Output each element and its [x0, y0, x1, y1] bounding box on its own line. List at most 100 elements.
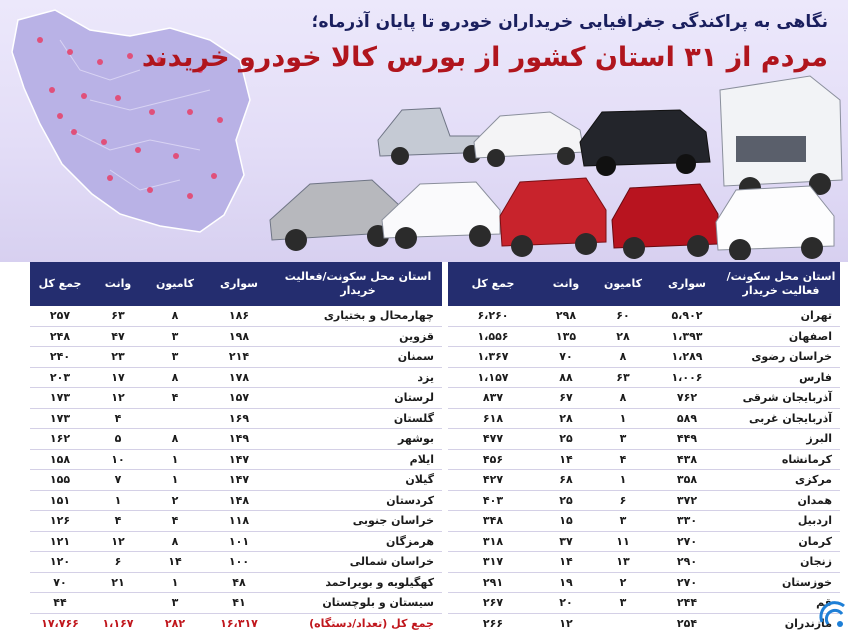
table-body: تهران ۵،۹۰۲ ۶۰ ۲۹۸ ۶،۲۶۰ اصفهان ۱،۳۹۳ ۲۸ ۱۳۵ ۱،۵۵…	[448, 306, 840, 632]
cell-van: ۱۲	[90, 387, 146, 409]
cell-province: خراسان رضوی	[722, 346, 840, 368]
cell-car: ۵۸۹	[652, 408, 722, 429]
cell-total: ۱،۵۵۶	[448, 326, 538, 347]
table-row: آذربایجان غربی ۵۸۹ ۱ ۲۸ ۶۱۸	[448, 408, 840, 429]
table-row: گیلان ۱۴۷ ۱ ۷ ۱۵۵	[30, 469, 442, 491]
cell-truck: ۸	[146, 531, 204, 552]
cell-truck: ۸	[594, 346, 652, 368]
cell-total: ۴۷۷	[448, 428, 538, 450]
cell-truck: ۴	[594, 449, 652, 470]
table-row: سیستان و بلوچستان ۴۱ ۳ ۴۴	[30, 592, 442, 614]
cell-car: ۳۷۲	[652, 490, 722, 511]
cell-van: ۴	[90, 408, 146, 429]
table-row: چهارمحال و بختیاری ۱۸۶ ۸ ۶۳ ۲۵۷	[30, 306, 442, 327]
table-row: خراسان جنوبی ۱۱۸ ۴ ۴ ۱۲۶	[30, 510, 442, 532]
cell-car: ۲۹۰	[652, 551, 722, 573]
cell-province: خراسان شمالی	[274, 551, 442, 573]
table-row: فارس ۱،۰۰۶ ۶۳ ۸۸ ۱،۱۵۷	[448, 367, 840, 388]
cell-van: ۱	[90, 490, 146, 511]
table-row: کرمان ۲۷۰ ۱۱ ۳۷ ۳۱۸	[448, 531, 840, 552]
total-row: جمع کل (تعداد/دستگاه) ۱۶،۳۱۷ ۲۸۲ ۱،۱۶۷ ۱۷،۷۶…	[30, 613, 442, 632]
cell-truck: ۴	[146, 387, 204, 409]
cell-total: ۴۲۷	[448, 469, 538, 491]
cell-van: ۷۰	[538, 346, 594, 368]
cell-van: ۱۹	[538, 572, 594, 593]
table-row: ایلام ۱۴۷ ۱ ۱۰ ۱۵۸	[30, 449, 442, 470]
table-header-row: استان محل سکونت/فعالیت خریدار سواری کامی…	[448, 262, 840, 306]
cell-car: ۲۷۰	[652, 531, 722, 552]
cell-van: ۶۷	[538, 387, 594, 409]
cell-province: زنجان	[722, 551, 840, 573]
semi-truck-icon	[719, 75, 843, 199]
cell-truck: ۳	[594, 428, 652, 450]
col-header-province: استان محل سکونت/فعالیت خریدار	[722, 262, 840, 306]
table-row: هرمزگان ۱۰۱ ۸ ۱۲ ۱۲۱	[30, 531, 442, 552]
cell-truck: ۲	[594, 572, 652, 593]
cell-province: کرمان	[722, 531, 840, 552]
cell-truck: ۶۳	[594, 367, 652, 388]
cell-car: ۴۳۸	[652, 449, 722, 470]
cell-province: فارس	[722, 367, 840, 388]
cell-car: ۳۳۰	[652, 510, 722, 532]
cell-van: ۲۵	[538, 490, 594, 511]
col-header-van: وانت	[538, 262, 594, 306]
cell-car: ۱۱۸	[204, 510, 274, 532]
col-header-truck: کامیون	[146, 262, 204, 306]
cell-truck: ۳	[594, 592, 652, 614]
suv-icon	[715, 185, 835, 260]
cell-car: ۲۴۴	[652, 592, 722, 614]
cell-truck: ۱	[146, 449, 204, 470]
cell-van: ۸۸	[538, 367, 594, 388]
cell-car: ۴۱	[204, 592, 274, 614]
cell-car: ۵،۹۰۲	[652, 306, 722, 327]
table-row: تهران ۵،۹۰۲ ۶۰ ۲۹۸ ۶،۲۶۰	[448, 306, 840, 327]
table-body: چهارمحال و بختیاری ۱۸۶ ۸ ۶۳ ۲۵۷ قزوین ۱۹۸ ۳ ۴۷ ۲۴…	[30, 306, 442, 632]
broadcast-logo-icon	[819, 601, 845, 627]
cell-van: ۶۸	[538, 469, 594, 491]
cell-province: کردستان	[274, 490, 442, 511]
cell-province: سمنان	[274, 346, 442, 368]
cell-truck: ۱	[594, 408, 652, 429]
header-subtitle: نگاهی به پراکندگی جغرافیایی خریداران خود…	[311, 12, 828, 32]
cell-truck: ۳	[146, 592, 204, 614]
cell-province: خوزستان	[722, 572, 840, 593]
suv-icon	[499, 177, 607, 257]
col-header-car: سواری	[652, 262, 722, 306]
cell-car: ۷۶۲	[652, 387, 722, 409]
cell-truck	[146, 408, 204, 429]
cell-province: آذربایجان غربی	[722, 408, 840, 429]
cell-truck: ۱	[146, 469, 204, 491]
cell-van: ۱۲	[538, 613, 594, 632]
cell-total: ۷۰	[30, 572, 90, 593]
suv-icon	[611, 183, 719, 259]
sedan-icon	[381, 181, 501, 249]
header-title: مردم از ۳۱ استان کشور از بورس کالا خودرو…	[141, 42, 828, 73]
iran-map-icon	[11, 9, 251, 233]
total-province: جمع کل (تعداد/دستگاه)	[274, 613, 442, 632]
vehicles-illustration	[269, 75, 843, 260]
cell-total: ۱۲۰	[30, 551, 90, 573]
cell-van: ۱۴	[538, 551, 594, 573]
cell-total: ۲۵۷	[30, 306, 90, 327]
sedan-icon	[473, 111, 585, 167]
cell-van: ۱۴	[538, 449, 594, 470]
cell-truck: ۳	[146, 346, 204, 368]
cell-total: ۲۰۳	[30, 367, 90, 388]
table-row: آذربایجان شرقی ۷۶۲ ۸ ۶۷ ۸۳۷	[448, 387, 840, 409]
cell-total: ۳۱۷	[448, 551, 538, 573]
table-row: بوشهر ۱۴۹ ۸ ۵ ۱۶۲	[30, 428, 442, 450]
cell-province: گلستان	[274, 408, 442, 429]
table-row: البرز ۴۴۹ ۳ ۲۵ ۴۷۷	[448, 428, 840, 450]
cell-car: ۲۷۰	[652, 572, 722, 593]
cell-total: ۱۷۳	[30, 408, 90, 429]
cell-total: ۱۷۳	[30, 387, 90, 409]
cell-province: گیلان	[274, 469, 442, 491]
col-header-total: جمع کل	[30, 262, 90, 306]
cell-total: ۴۴	[30, 592, 90, 614]
cell-province: هرمزگان	[274, 531, 442, 552]
table-row: خوزستان ۲۷۰ ۲ ۱۹ ۲۹۱	[448, 572, 840, 593]
col-header-total: جمع کل	[448, 262, 538, 306]
cell-province: چهارمحال و بختیاری	[274, 306, 442, 327]
cell-province: ایلام	[274, 449, 442, 470]
cell-car: ۴۴۹	[652, 428, 722, 450]
